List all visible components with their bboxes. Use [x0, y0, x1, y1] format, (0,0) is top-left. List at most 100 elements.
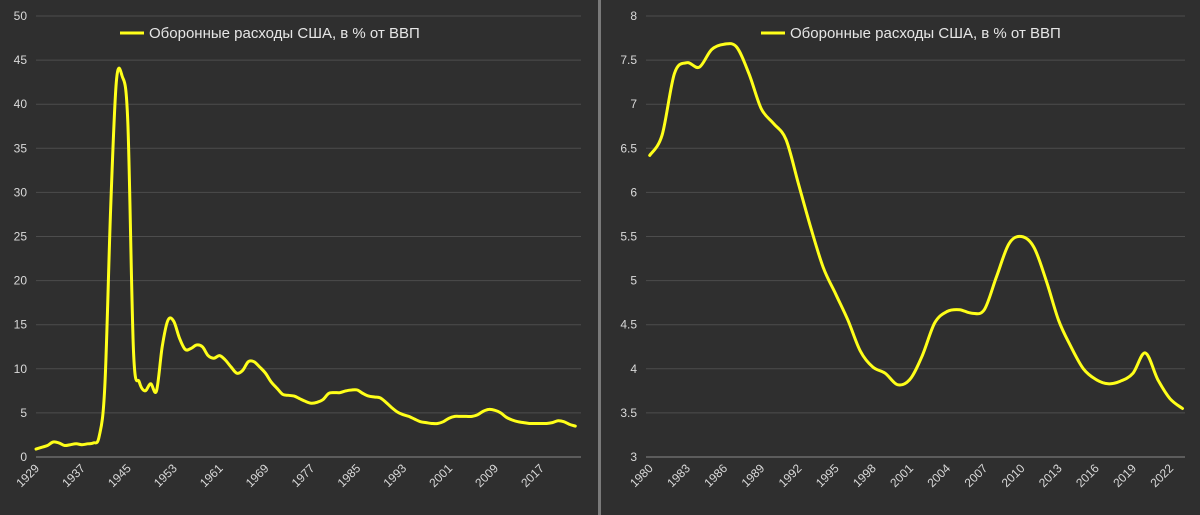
data-point — [522, 421, 525, 424]
data-point — [195, 343, 198, 346]
y-tick-label: 30 — [14, 185, 28, 199]
data-point — [166, 319, 169, 322]
data-point — [1032, 246, 1035, 249]
data-point — [453, 415, 456, 418]
data-point — [253, 360, 256, 363]
y-tick-label: 5 — [20, 406, 27, 420]
data-point — [1156, 378, 1159, 381]
data-point — [1131, 372, 1134, 375]
chart-panel-right: 3 3.5 4 4.5 5 5.5 6 6.5 7 7.5 8 1980 1983 1986 1989 199… — [601, 0, 1200, 515]
series-line — [648, 42, 1184, 410]
data-point — [747, 72, 750, 75]
y-tick-label: 3.5 — [620, 406, 637, 420]
data-point — [407, 415, 410, 418]
data-point — [98, 435, 101, 438]
data-point — [189, 347, 192, 350]
data-point — [493, 409, 496, 412]
data-point — [115, 81, 118, 84]
data-point — [356, 388, 359, 391]
x-tick-label: 1945 — [105, 461, 134, 490]
data-point — [327, 392, 330, 395]
data-point — [224, 358, 227, 361]
data-point — [235, 372, 238, 375]
x-tick-label: 1983 — [664, 461, 693, 490]
data-point — [333, 391, 336, 394]
data-point — [1070, 345, 1073, 348]
x-tick-label: 1995 — [813, 461, 842, 490]
data-point — [57, 441, 60, 444]
data-point — [46, 444, 49, 447]
data-point — [528, 422, 531, 425]
data-point — [270, 381, 273, 384]
data-point — [1181, 407, 1184, 410]
data-point — [86, 442, 89, 445]
data-point — [760, 107, 763, 110]
data-point — [287, 394, 290, 397]
data-point — [212, 357, 215, 360]
data-point — [69, 443, 72, 446]
y-tick-label: 50 — [14, 9, 28, 23]
data-point — [710, 48, 713, 51]
data-point — [983, 308, 986, 311]
data-point — [859, 350, 862, 353]
data-point — [40, 446, 43, 449]
data-point — [207, 354, 210, 357]
data-point — [1020, 235, 1023, 238]
x-tick-label: 1989 — [739, 461, 768, 490]
data-point — [499, 411, 502, 414]
data-point — [344, 389, 347, 392]
data-point — [121, 74, 124, 77]
data-point — [367, 395, 370, 398]
data-point — [350, 388, 353, 391]
x-tick-label: 1953 — [151, 461, 180, 490]
y-tick-label: 5.5 — [620, 230, 637, 244]
data-point — [557, 419, 560, 422]
data-point — [785, 138, 788, 141]
y-tick-label: 40 — [14, 97, 28, 111]
data-point — [126, 120, 129, 123]
data-point — [1057, 319, 1060, 322]
x-tick-label: 2010 — [999, 461, 1028, 490]
data-point — [933, 321, 936, 324]
data-point — [52, 441, 55, 444]
data-point — [184, 348, 187, 351]
data-point — [419, 420, 422, 423]
x-tick-label: 1969 — [243, 461, 272, 490]
data-point — [1045, 279, 1048, 282]
data-point — [402, 413, 405, 416]
data-point — [970, 312, 973, 315]
x-tick-label: 2016 — [1073, 461, 1102, 490]
x-tick-label: 1929 — [13, 461, 42, 490]
y-tick-label: 7 — [630, 97, 637, 111]
data-point — [698, 66, 701, 69]
data-point — [846, 319, 849, 322]
y-tick-label: 6 — [630, 185, 637, 199]
y-tick-label: 45 — [14, 53, 28, 67]
data-point — [63, 444, 66, 447]
data-point — [281, 393, 284, 396]
x-tick-label: 2001 — [887, 461, 916, 490]
y-tick-label: 7.5 — [620, 53, 637, 67]
data-point — [75, 442, 78, 445]
data-point — [362, 392, 365, 395]
chart-left: 0 5 10 15 20 25 30 35 40 45 50 1929 1937 1945 1953 1961… — [13, 9, 581, 490]
y-tick-label: 3 — [630, 450, 637, 464]
chart-right: 3 3.5 4 4.5 5 5.5 6 6.5 7 7.5 8 1980 1983 1986 1989 199… — [620, 9, 1185, 490]
x-tick-label: 2007 — [962, 461, 991, 490]
data-point — [476, 413, 479, 416]
series-line — [34, 66, 577, 451]
y-tick-label: 10 — [14, 362, 28, 376]
data-point — [230, 366, 233, 369]
x-tick-label: 2004 — [924, 461, 953, 490]
data-point — [482, 410, 485, 413]
x-tick-label: 1993 — [380, 461, 409, 490]
data-point — [908, 378, 911, 381]
data-point — [661, 134, 664, 137]
data-point — [390, 406, 393, 409]
data-point — [373, 396, 376, 399]
y-tick-label: 4 — [630, 362, 637, 376]
data-point — [562, 420, 565, 423]
data-point — [921, 354, 924, 357]
data-point — [871, 366, 874, 369]
x-tick-label: 2013 — [1036, 461, 1065, 490]
